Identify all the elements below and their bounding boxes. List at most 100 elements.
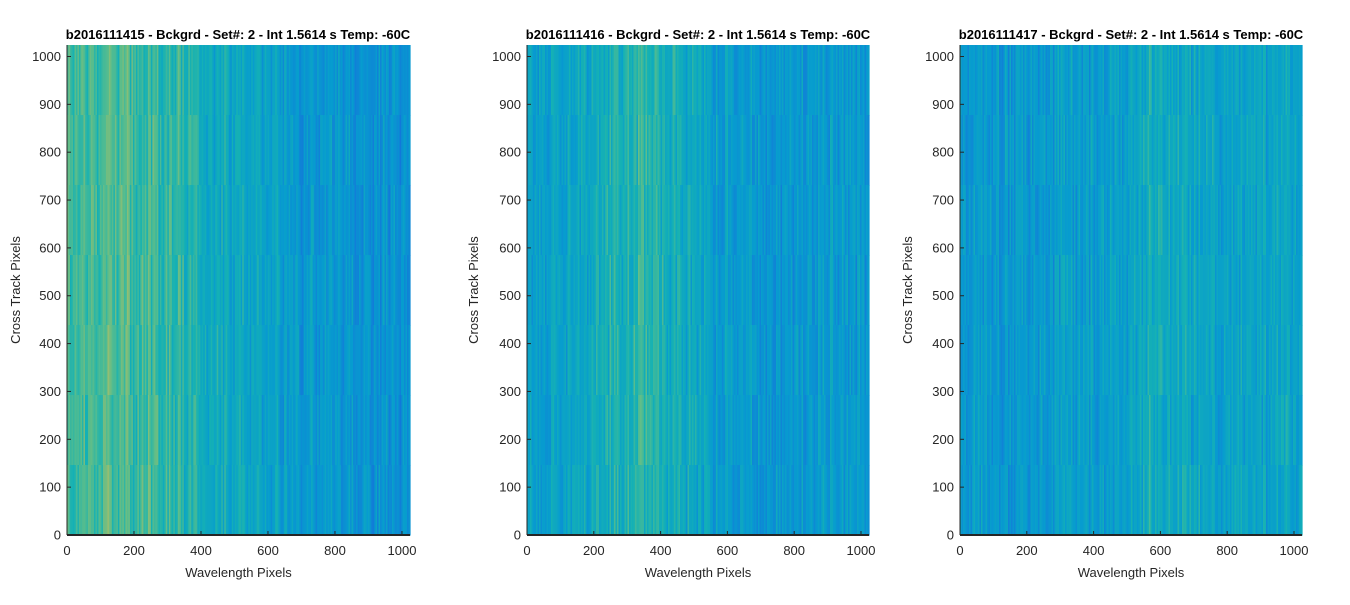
heatmap-cell xyxy=(1270,45,1273,116)
heatmap-cell xyxy=(1119,115,1122,186)
heatmap-cell xyxy=(368,395,371,466)
heatmap-cell xyxy=(666,115,669,186)
heatmap-cell xyxy=(365,185,368,256)
heatmap-cell xyxy=(1086,395,1089,466)
heatmap-cell xyxy=(1299,395,1302,466)
heatmap-cell xyxy=(1045,465,1048,536)
heatmap-cell xyxy=(792,255,795,326)
heatmap-cell xyxy=(173,185,176,256)
heatmap-cell xyxy=(1204,255,1207,326)
heatmap-cell xyxy=(1189,115,1192,186)
heatmap-cell xyxy=(180,255,183,326)
heatmap-cell xyxy=(590,45,593,116)
heatmap-cell xyxy=(546,465,549,536)
heatmap-cell xyxy=(816,45,819,116)
heatmap-cell xyxy=(776,185,779,256)
heatmap-cell xyxy=(101,325,104,396)
heatmap-cell xyxy=(740,185,743,256)
heatmap-cell xyxy=(78,115,82,186)
heatmap-cell xyxy=(1108,185,1111,256)
heatmap-cell xyxy=(288,465,291,536)
heatmap-cell xyxy=(195,45,198,116)
heatmap-cell xyxy=(1165,185,1168,256)
heatmap-cell xyxy=(960,465,963,536)
heatmap-cell xyxy=(348,465,351,536)
heatmap-cell xyxy=(985,115,988,186)
heatmap-cell xyxy=(311,115,314,186)
heatmap-cell xyxy=(1098,465,1101,536)
heatmap-cell xyxy=(804,185,807,256)
heatmap-cell xyxy=(1170,185,1173,256)
heatmap-cell xyxy=(1236,325,1239,396)
heatmap-cell xyxy=(381,325,384,396)
heatmap-cell xyxy=(792,115,795,186)
heatmap-cell xyxy=(969,255,972,326)
heatmap-cell xyxy=(215,465,218,536)
heatmap-cell xyxy=(141,395,144,466)
heatmap-cell xyxy=(1125,325,1128,396)
heatmap-cell xyxy=(650,115,653,186)
y-axis-label: Cross Track Pixels xyxy=(900,236,915,344)
heatmap-cell xyxy=(864,185,867,256)
heatmap-cell xyxy=(357,465,360,536)
heatmap-cell xyxy=(1035,395,1038,466)
heatmap-cell xyxy=(762,255,765,326)
heatmap-cell xyxy=(973,115,976,186)
heatmap-cell xyxy=(188,395,191,466)
heatmap-cell xyxy=(387,325,390,396)
heatmap-cell xyxy=(659,115,662,186)
heatmap-cell xyxy=(537,395,540,466)
heatmap-cell xyxy=(1042,325,1045,396)
heatmap-cell xyxy=(1162,325,1165,396)
heatmap-cell xyxy=(662,255,665,326)
heatmap-cell xyxy=(1081,185,1084,256)
heatmap-cell xyxy=(1105,185,1108,256)
heatmap-cell xyxy=(997,325,1000,396)
heatmap-cell xyxy=(636,115,639,186)
heatmap-cell xyxy=(221,45,224,116)
heatmap-cell xyxy=(732,115,735,186)
heatmap-cell xyxy=(1210,395,1213,466)
heatmap-cell xyxy=(800,255,803,326)
heatmap-cell xyxy=(633,255,636,326)
heatmap-cell xyxy=(1204,325,1207,396)
heatmap-cell xyxy=(368,255,371,326)
heatmap-cell xyxy=(1057,45,1060,116)
heatmap-cell xyxy=(359,465,362,536)
heatmap-cell xyxy=(213,465,216,536)
heatmap-cell xyxy=(261,255,264,326)
heatmap-cell xyxy=(347,325,350,396)
y-tick-label: 200 xyxy=(499,432,521,447)
heatmap-cell xyxy=(1278,115,1281,186)
heatmap-cell xyxy=(105,115,109,186)
heatmap-cell xyxy=(807,255,810,326)
heatmap-cell xyxy=(1240,115,1243,186)
heatmap-cell xyxy=(1074,325,1077,396)
heatmap-cell xyxy=(1207,185,1210,256)
heatmap-cell xyxy=(740,465,743,536)
heatmap-cell xyxy=(813,45,816,116)
heatmap-cell xyxy=(1272,465,1275,536)
heatmap-cell xyxy=(1006,185,1009,256)
heatmap-cell xyxy=(1131,465,1134,536)
heatmap-cell xyxy=(1297,255,1300,326)
heatmap-cell xyxy=(1224,255,1227,326)
heatmap-cell xyxy=(281,115,284,186)
heatmap-cell xyxy=(345,325,348,396)
heatmap-cell xyxy=(686,185,689,256)
heatmap-cell xyxy=(972,45,975,116)
heatmap-cell xyxy=(1114,395,1117,466)
heatmap-cell xyxy=(653,185,656,256)
heatmap-cell xyxy=(351,255,354,326)
heatmap-cell xyxy=(282,395,285,466)
heatmap-cell xyxy=(539,395,542,466)
heatmap-cell xyxy=(674,115,677,186)
heatmap-cell xyxy=(1048,255,1051,326)
heatmap-cell xyxy=(1216,325,1219,396)
heatmap-cell xyxy=(970,45,973,116)
heatmap-cell xyxy=(389,185,392,256)
heatmap-cell xyxy=(734,185,737,256)
heatmap-cell xyxy=(137,465,140,536)
heatmap-cell xyxy=(1098,255,1101,326)
heatmap-cell xyxy=(1077,115,1080,186)
